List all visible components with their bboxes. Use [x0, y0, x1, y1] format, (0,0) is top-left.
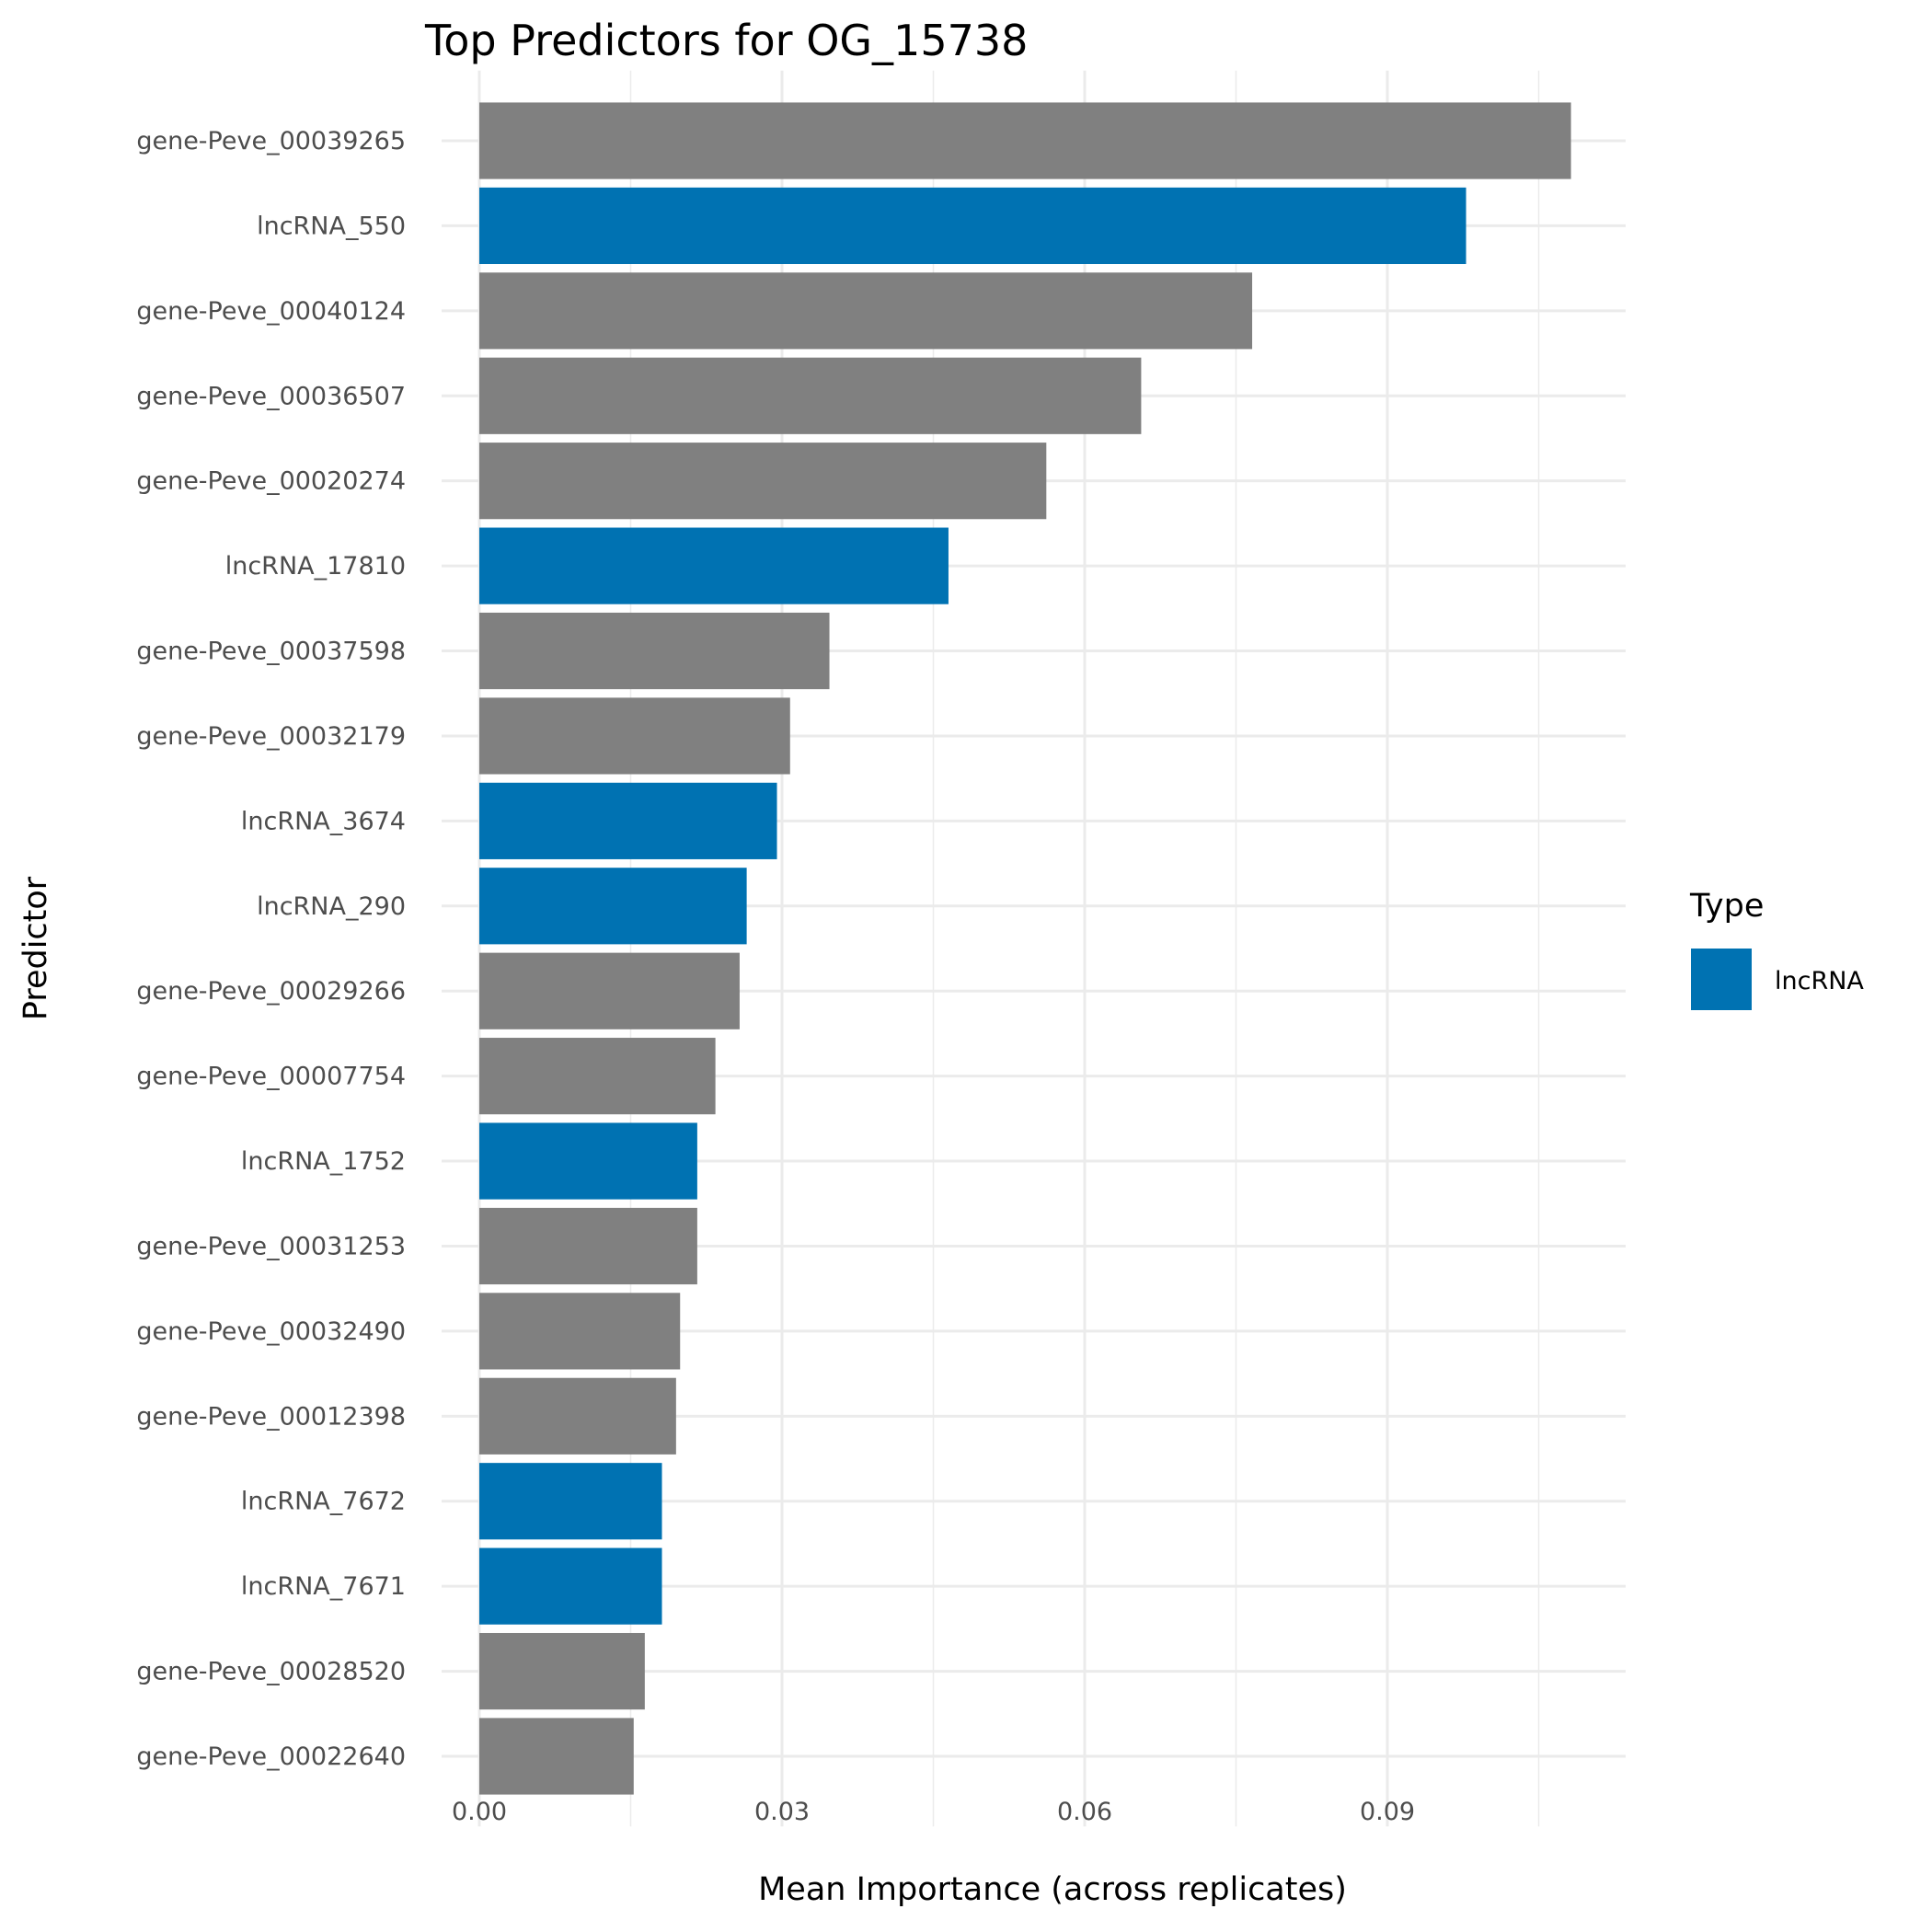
x-tick-label: 0.06	[1057, 1798, 1112, 1826]
y-tick-label: gene-Peve_00037598	[136, 638, 406, 666]
y-tick-label: gene-Peve_00032179	[136, 722, 406, 751]
bar-gene-Peve_00012398	[479, 1377, 676, 1455]
bar-gene-Peve_00032179	[479, 697, 790, 775]
bar-lncRNA_7672	[479, 1463, 662, 1540]
y-tick-label: lncRNA_3674	[241, 807, 406, 835]
y-tick-label: lncRNA_290	[257, 892, 406, 921]
x-tick-labels: 0.00 0.03 0.06 0.09	[452, 1798, 1415, 1826]
bar-gene-Peve_00028520	[479, 1632, 645, 1710]
bar-gene-Peve_00031253	[479, 1207, 697, 1285]
y-tick-label: gene-Peve_00007754	[136, 1063, 406, 1091]
y-tick-labels: gene-Peve_00039265 lncRNA_550 gene-Peve_00…	[136, 127, 406, 1771]
x-tick-label: 0.03	[754, 1798, 810, 1826]
bar-gene-Peve_00036507	[479, 357, 1142, 434]
y-tick-label: gene-Peve_00039265	[136, 127, 406, 155]
y-tick-label: gene-Peve_00012398	[136, 1402, 406, 1431]
legend-label-lncrna: lncRNA	[1775, 967, 1864, 995]
y-tick-label: gene-Peve_00031253	[136, 1232, 406, 1260]
bar-gene-Peve_00039265	[479, 102, 1571, 179]
y-tick-label: gene-Peve_00022640	[136, 1742, 406, 1771]
x-tick-label: 0.00	[452, 1798, 507, 1826]
legend-key-lncrna	[1691, 949, 1752, 1010]
y-tick-label: gene-Peve_00028520	[136, 1658, 406, 1686]
bar-gene-Peve_00022640	[479, 1718, 634, 1795]
bar-lncRNA_3674	[479, 782, 777, 859]
bar-lncRNA_550	[479, 187, 1466, 265]
bar-lncRNA_17810	[479, 527, 949, 604]
x-axis-title: Mean Importance (across replicates)	[758, 1871, 1347, 1908]
y-tick-label: gene-Peve_00036507	[136, 382, 406, 410]
y-tick-label: lncRNA_7672	[241, 1488, 406, 1516]
y-tick-label: gene-Peve_00040124	[136, 297, 406, 326]
bar-gene-Peve_00037598	[479, 612, 830, 690]
y-tick-label: lncRNA_550	[257, 212, 406, 240]
y-tick-label: gene-Peve_00020274	[136, 467, 406, 496]
bar-gene-Peve_00040124	[479, 272, 1253, 350]
bar-gene-Peve_00007754	[479, 1038, 716, 1115]
y-tick-label: gene-Peve_00032490	[136, 1317, 406, 1346]
legend-title: Type	[1689, 888, 1764, 925]
bars	[479, 102, 1571, 1795]
y-tick-label: lncRNA_1752	[241, 1147, 406, 1176]
bar-gene-Peve_00020274	[479, 443, 1047, 520]
chart-title: Top Predictors for OG_15738	[424, 16, 1028, 65]
bar-lncRNA_290	[479, 868, 747, 945]
bar-lncRNA_1752	[479, 1122, 697, 1200]
y-axis-title: Predictor	[17, 876, 54, 1020]
x-tick-label: 0.09	[1360, 1798, 1415, 1826]
y-tick-label: lncRNA_17810	[225, 552, 406, 581]
y-tick-label: gene-Peve_00029266	[136, 977, 406, 1006]
legend: Type lncRNA	[1689, 888, 1864, 1010]
y-tick-label: lncRNA_7671	[241, 1572, 406, 1601]
bar-gene-Peve_00029266	[479, 952, 740, 1029]
bar-gene-Peve_00032490	[479, 1293, 681, 1370]
bar-lncRNA_7671	[479, 1547, 662, 1625]
